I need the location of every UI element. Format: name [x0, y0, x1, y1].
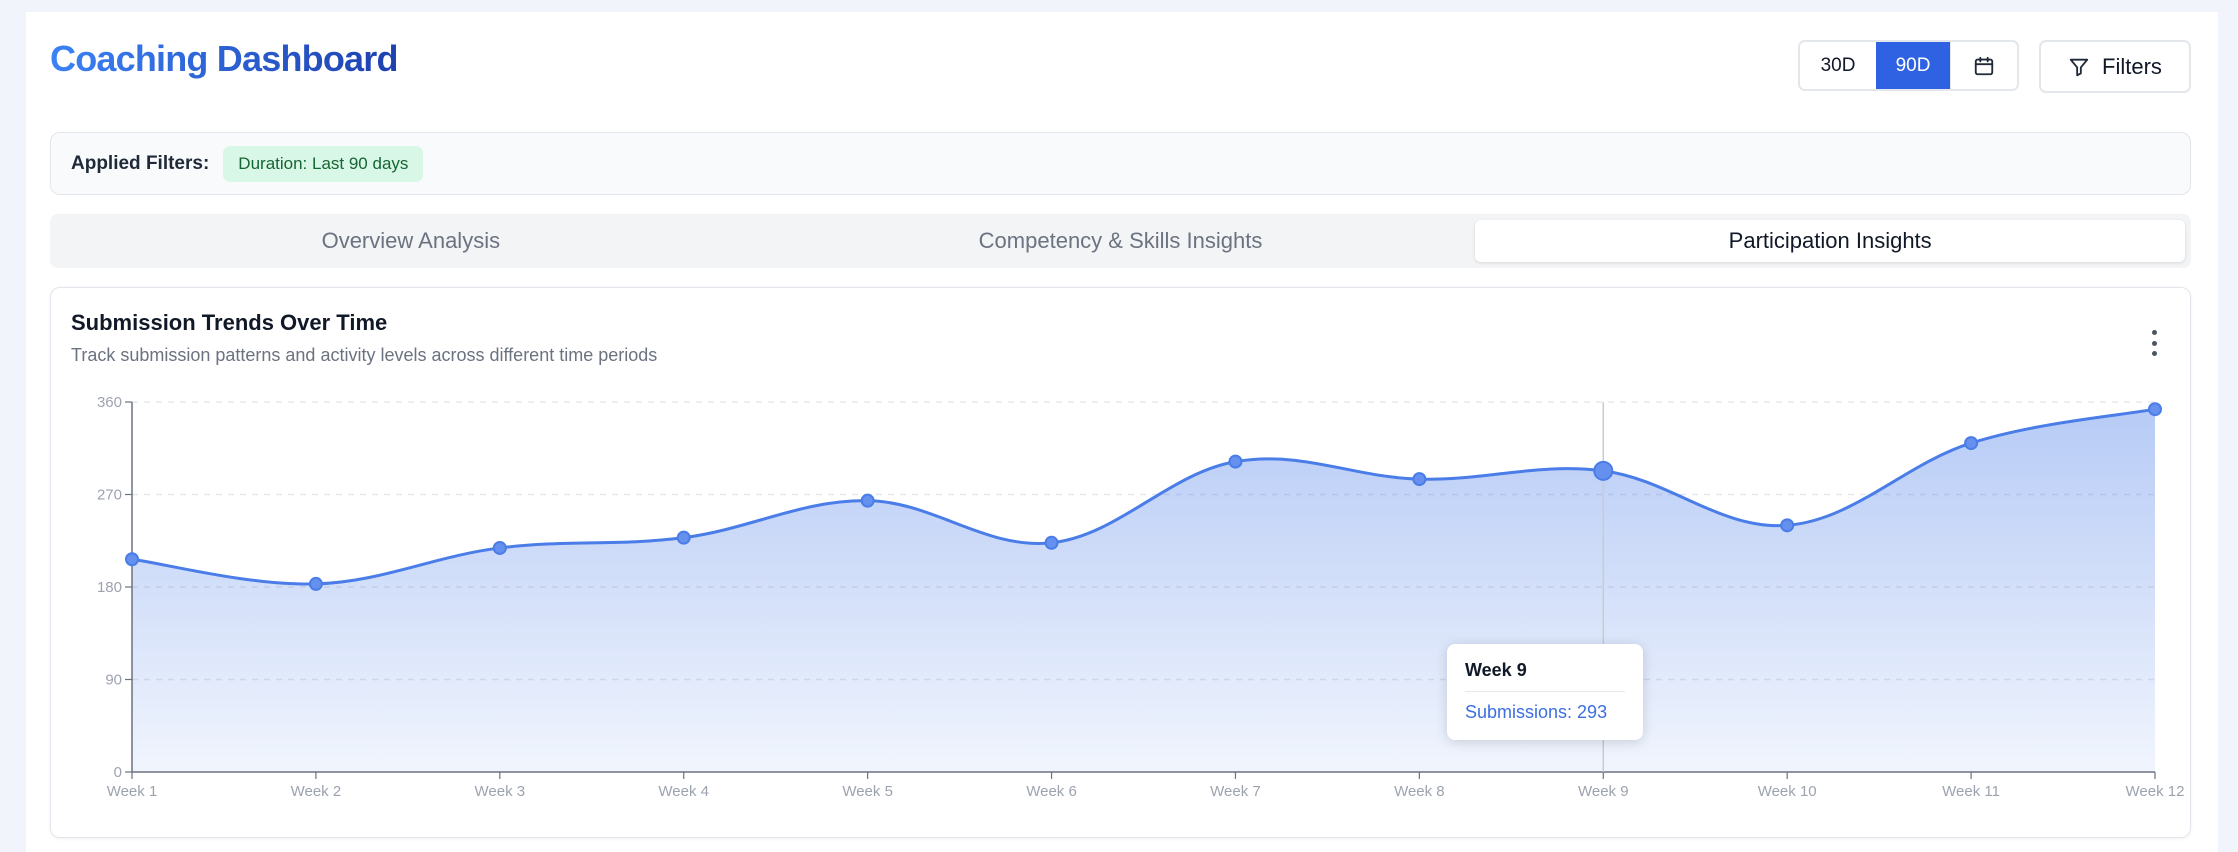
filters-label: Filters: [2102, 53, 2162, 79]
x-tick-label: Week 3: [475, 783, 526, 800]
x-tick-label: Week 1: [107, 783, 158, 800]
kebab-dot: [2151, 330, 2157, 335]
kebab-dot: [2151, 351, 2157, 356]
chart-tooltip: Week 9 Submissions: 293: [1447, 644, 1643, 740]
tooltip-title: Week 9: [1465, 660, 1625, 692]
x-tick-label: Week 10: [1758, 783, 1817, 800]
more-options-button[interactable]: [2150, 330, 2158, 356]
tab-participation-insights[interactable]: Participation Insights: [1475, 220, 2186, 262]
card-title: Submission Trends Over Time: [71, 310, 388, 335]
data-point: [2148, 402, 2162, 417]
data-point: [1412, 472, 1427, 487]
y-tick-label: 360: [97, 394, 122, 411]
series-line: [131, 407, 2156, 586]
data-point: [492, 540, 507, 555]
tab-overview-analysis[interactable]: Overview Analysis: [321, 228, 501, 253]
data-point: [860, 493, 875, 508]
y-tick-label: 0: [114, 764, 122, 781]
data-point: [1780, 518, 1795, 533]
x-tick-label: Week 5: [842, 783, 893, 800]
x-tick-label: Week 9: [1578, 783, 1629, 800]
y-tick-label: 180: [97, 579, 122, 596]
page-title: Coaching Dashboard: [50, 38, 398, 79]
card-subtitle: Track submission patterns and activity l…: [71, 345, 658, 365]
tab-bar: Overview Analysis Competency & Skills In…: [50, 214, 2191, 268]
x-tick-label: Week 12: [2126, 783, 2185, 800]
filter-icon: [2069, 58, 2089, 76]
x-tick-label: Week 11: [1942, 783, 2000, 800]
data-point: [308, 576, 323, 591]
calendar-icon: [1974, 56, 1994, 75]
kebab-dot: [2151, 340, 2157, 346]
area-fill: [132, 409, 2155, 772]
x-tick-label: Week 7: [1210, 783, 1261, 800]
filters-button[interactable]: Filters: [2039, 40, 2191, 93]
x-tick-label: Week 4: [658, 783, 709, 800]
tab-competency-skills[interactable]: Competency & Skills Insights: [978, 228, 1263, 253]
y-tick-label: 270: [97, 487, 122, 504]
filter-chip-duration[interactable]: Duration: Last 90 days: [223, 145, 424, 182]
data-point: [1228, 454, 1243, 469]
x-tick-label: Week 8: [1394, 783, 1445, 800]
applied-filters-bar: Applied Filters: Duration: Last 90 days: [50, 132, 2191, 195]
data-point: [125, 552, 139, 567]
x-tick-label: Week 2: [291, 783, 342, 800]
range-90d-button[interactable]: 90D: [1876, 42, 1950, 89]
data-point: [676, 530, 691, 545]
data-point: [1044, 535, 1059, 550]
data-point: [1964, 436, 1979, 451]
active-data-point: [1593, 460, 1614, 481]
range-30d-button[interactable]: 30D: [1800, 42, 1876, 89]
calendar-button[interactable]: [1950, 42, 2017, 89]
x-tick-label: Week 6: [1026, 783, 1077, 800]
tooltip-value: Submissions: 293: [1465, 702, 1608, 722]
y-tick-label: 90: [105, 672, 122, 689]
date-range-toggle: 30D 90D: [1798, 40, 2019, 91]
applied-filters-label: Applied Filters:: [71, 152, 210, 174]
